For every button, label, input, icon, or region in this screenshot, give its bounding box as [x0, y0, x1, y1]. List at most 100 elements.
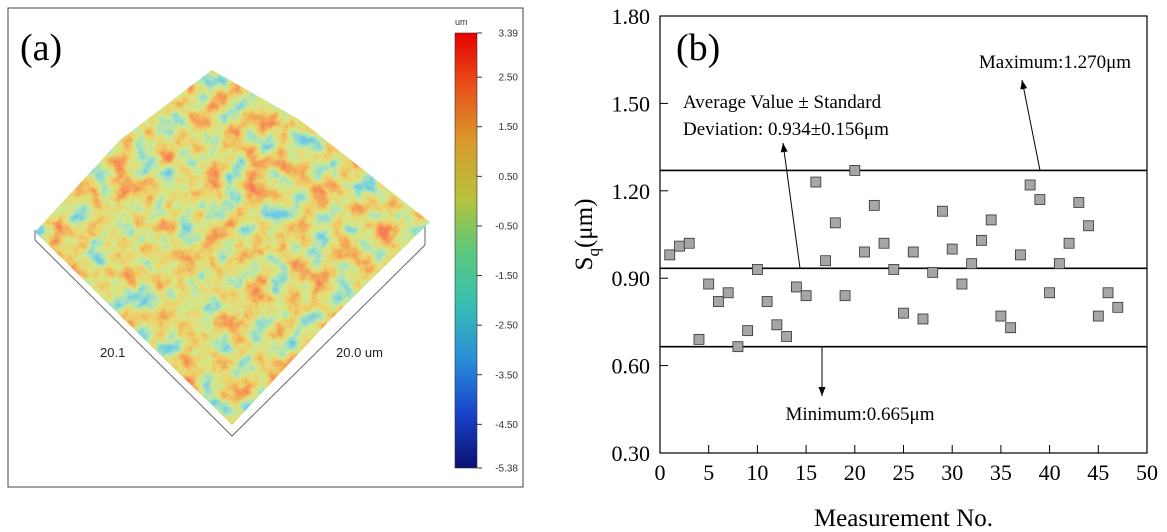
data-point — [878, 237, 890, 249]
colorbar-tick-label: -3.50 — [495, 370, 518, 381]
data-point — [820, 255, 831, 267]
data-point — [1063, 237, 1075, 249]
y-axis-label-part: (μm) — [571, 199, 598, 249]
data-point — [956, 278, 968, 290]
panel-label: (a) — [20, 27, 62, 69]
data-point — [790, 281, 802, 293]
y-tick-label: 1.20 — [612, 179, 651, 204]
colorbar-tick-label: -5.38 — [495, 464, 518, 475]
data-point — [1005, 322, 1017, 334]
x-tick-label: 15 — [795, 460, 817, 485]
x-tick-label: 35 — [990, 460, 1012, 485]
data-point — [761, 296, 773, 307]
data-point — [1034, 194, 1046, 205]
y-tick-label: 1.50 — [612, 91, 651, 116]
surface-image — [35, 70, 430, 425]
x-tick-label: 50 — [1136, 460, 1158, 485]
colorbar — [454, 32, 478, 469]
annotation-arrow — [782, 142, 801, 269]
panel-b: (b) 0.30 0.60 0.90 1.20 1.50 1.80 0 5 10 15 20 25 30 3… — [571, 4, 1158, 532]
x-tick-label: 10 — [746, 460, 768, 485]
data-point — [771, 319, 783, 331]
y-axis-label-part: q — [584, 248, 603, 257]
y-axis-label: Sq(μm) — [571, 199, 603, 271]
plot-frame — [659, 15, 1148, 454]
arrow-head — [818, 387, 826, 396]
data-point — [1053, 258, 1065, 270]
data-point — [937, 205, 948, 217]
data-point — [927, 266, 939, 278]
data-point — [810, 176, 822, 188]
data-point — [849, 165, 861, 176]
data-point — [742, 325, 754, 337]
annotation: Average Value ± Standard — [683, 92, 882, 113]
data-point — [1112, 301, 1124, 313]
data-point — [907, 246, 919, 258]
x-tick-label: 40 — [1039, 460, 1061, 485]
x-axis-label: Measurement No. — [814, 505, 993, 532]
x-tick-label: 0 — [655, 460, 666, 485]
x-tick-label: 25 — [893, 460, 915, 485]
x-tick-label: 45 — [1087, 460, 1109, 485]
x-tick-label: 5 — [703, 460, 714, 485]
data-point — [976, 234, 987, 246]
arrow-head — [780, 143, 788, 153]
data-point — [703, 278, 715, 290]
data-point — [1024, 179, 1036, 191]
axis-label: 20.1 — [100, 345, 125, 360]
arrow-head — [1020, 80, 1028, 90]
data-point — [664, 249, 676, 261]
colorbar-tick-label: -0.50 — [495, 221, 518, 232]
data-point — [713, 296, 724, 307]
data-point — [722, 287, 734, 299]
y-axis-label-part: S — [571, 257, 598, 271]
y-tick-label: 0.30 — [612, 441, 651, 466]
data-point — [1083, 220, 1094, 232]
colorbar-tick-label: -4.50 — [495, 420, 518, 431]
data-point — [898, 307, 909, 319]
data-point — [966, 258, 978, 270]
data-point — [732, 341, 744, 353]
x-tick-label: 20 — [844, 460, 866, 485]
data-point — [683, 237, 695, 249]
annotation-arrow — [1021, 79, 1041, 171]
data-point — [1073, 197, 1085, 208]
colorbar-tick-label: 0.50 — [499, 172, 519, 183]
data-point — [946, 243, 958, 255]
data-point — [859, 246, 870, 258]
surface-base — [34, 239, 426, 437]
annotation: Deviation: 0.934±0.156μm — [683, 119, 889, 140]
y-tick-label: 0.90 — [612, 266, 651, 291]
y-tick-label: 1.80 — [612, 4, 651, 29]
colorbar-tick-label: -2.50 — [495, 321, 518, 332]
data-point — [1102, 287, 1114, 299]
data-point — [674, 240, 685, 252]
data-point — [1044, 287, 1055, 299]
axis-label: 20.0 um — [336, 345, 383, 360]
panel-label: (b) — [676, 27, 720, 69]
data-point — [888, 264, 900, 275]
colorbar-tick-label: 2.50 — [499, 73, 519, 84]
data-point — [917, 313, 929, 325]
data-point — [800, 290, 812, 302]
annotation: Maximum:1.270μm — [979, 52, 1131, 73]
data-point — [985, 214, 997, 226]
x-tick-label: 30 — [941, 460, 963, 485]
colorbar-tick-label: 3.39 — [499, 29, 519, 40]
panel-a: (a) um 3.39 2.50 1.50 0.50 -0.50 -1.50 -2.50 -3.5… — [7, 7, 524, 488]
data-point — [995, 310, 1007, 322]
colorbar-tick-label: 1.50 — [499, 122, 519, 133]
data-point — [781, 331, 793, 342]
data-point — [868, 199, 880, 211]
colorbar-tick-label: -1.50 — [495, 271, 518, 282]
data-point — [693, 333, 705, 345]
colorbar-title: um — [455, 17, 468, 27]
data-point — [829, 217, 841, 229]
y-tick-label: 0.60 — [612, 354, 651, 379]
data-point — [1092, 310, 1104, 322]
data-point — [839, 290, 851, 302]
panel-frame — [7, 7, 524, 488]
annotation: Minimum:0.665μm — [785, 404, 934, 425]
data-point — [752, 264, 763, 275]
